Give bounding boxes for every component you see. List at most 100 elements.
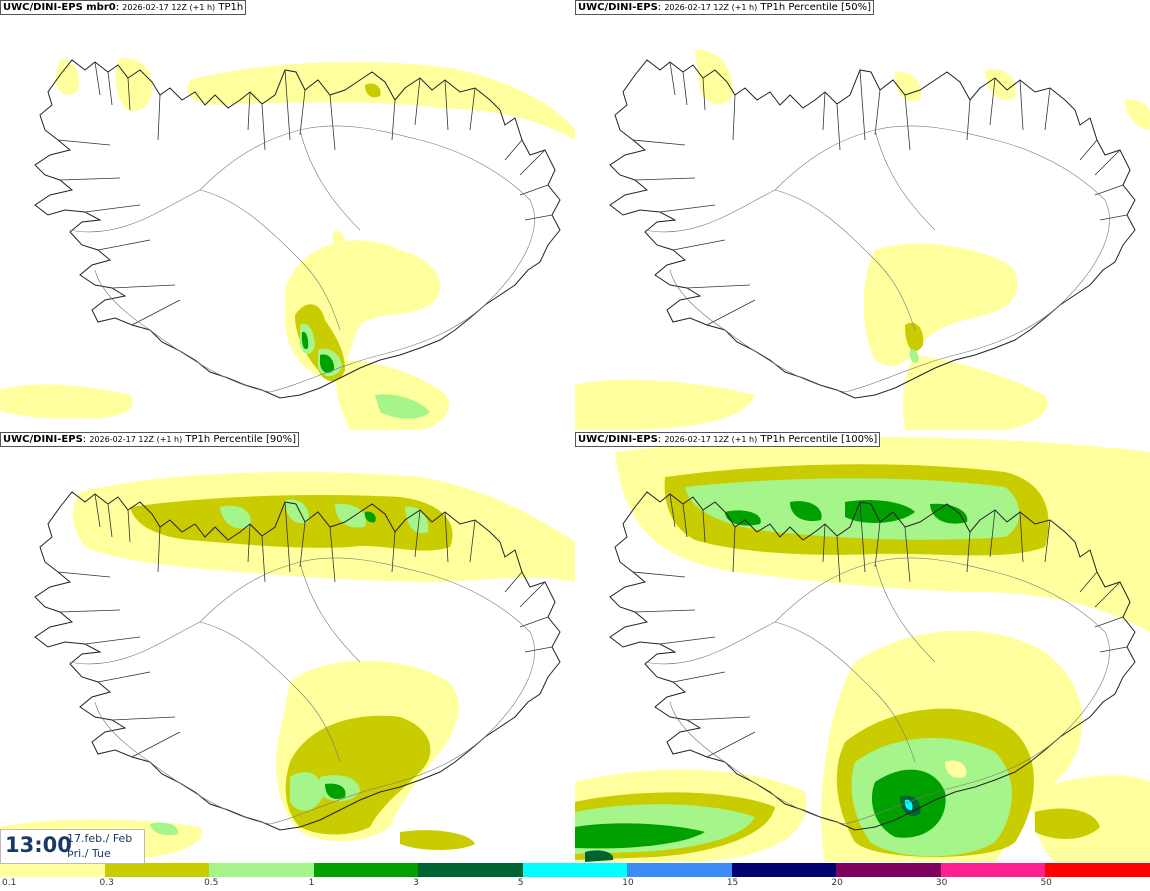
precip-area bbox=[575, 379, 755, 430]
legend-swatch bbox=[731, 863, 838, 877]
fjord-line bbox=[391, 509, 476, 573]
precip-area bbox=[904, 799, 913, 811]
legend-tick-label: 15 bbox=[726, 878, 739, 888]
fjord-line bbox=[247, 69, 336, 151]
legend-tick-label: 0.1 bbox=[2, 878, 17, 888]
fjord-line bbox=[669, 61, 736, 141]
precip-area bbox=[0, 384, 133, 419]
road-lines bbox=[69, 557, 535, 825]
panel-title: UWC/DINI-EPS: 2026-02-17 12Z (+1 h) TP1h… bbox=[575, 0, 874, 15]
legend-swatch bbox=[418, 863, 524, 877]
coastline bbox=[34, 59, 561, 399]
fjord-line bbox=[966, 77, 1051, 141]
coastline bbox=[34, 491, 561, 831]
legend-tick-label: 30 bbox=[935, 878, 948, 888]
legend-swatch bbox=[627, 863, 733, 877]
precip-area bbox=[375, 394, 430, 419]
valid-date-line2: Þri./ Tue bbox=[67, 847, 111, 860]
legend-tick-label: 20 bbox=[831, 878, 843, 888]
precip-area bbox=[320, 354, 335, 373]
fjord-line bbox=[94, 61, 161, 141]
precip-area bbox=[115, 57, 153, 111]
legend-swatch bbox=[522, 863, 629, 877]
fjord-line bbox=[57, 139, 151, 251]
precip-area bbox=[325, 783, 346, 800]
fjord-line bbox=[94, 493, 161, 573]
legend-swatch bbox=[0, 863, 106, 877]
fjord-line bbox=[111, 716, 181, 758]
precip-area bbox=[903, 355, 1048, 430]
fjord-line bbox=[111, 284, 181, 326]
fjord-line bbox=[669, 493, 736, 573]
precip-area bbox=[905, 322, 924, 352]
precip-area bbox=[790, 501, 822, 522]
map-panel-mbr0: UWC/DINI-EPS mbr0: 2026-02-17 12Z (+1 h)… bbox=[0, 0, 575, 430]
legend-tick-label: 3 bbox=[413, 878, 419, 888]
fjord-line bbox=[822, 69, 911, 151]
precip-area bbox=[1035, 808, 1100, 839]
fjord-line bbox=[1079, 571, 1128, 653]
precip-area bbox=[909, 349, 919, 363]
panel-title: UWC/DINI-EPS mbr0: 2026-02-17 12Z (+1 h)… bbox=[0, 0, 247, 15]
coastline bbox=[609, 59, 1136, 399]
precip-area bbox=[895, 71, 922, 102]
fjord-line bbox=[391, 77, 476, 141]
precip-area bbox=[863, 243, 1018, 367]
map-panel-percentile-90: UWC/DINI-EPS: 2026-02-17 12Z (+1 h) TP1h… bbox=[0, 432, 575, 862]
fjord-line bbox=[1079, 139, 1128, 221]
precip-area bbox=[575, 823, 705, 849]
coastline bbox=[609, 491, 1136, 831]
fjord-line bbox=[822, 501, 911, 583]
road-lines bbox=[644, 557, 1110, 825]
precip-area bbox=[220, 505, 251, 529]
precip-area bbox=[290, 772, 325, 811]
valid-time: 13:00 bbox=[5, 833, 72, 857]
precip-area bbox=[335, 503, 366, 528]
precipitation-map bbox=[0, 57, 575, 430]
precip-area bbox=[945, 760, 967, 778]
fjord-line bbox=[686, 716, 756, 758]
fjord-line bbox=[686, 284, 756, 326]
legend-tick-label: 1 bbox=[308, 878, 315, 888]
legend-tick-label: 5 bbox=[517, 878, 524, 888]
legend-swatch bbox=[940, 863, 1047, 877]
valid-date-line1: 17.feb./ Feb bbox=[67, 832, 133, 845]
legend-swatch bbox=[1045, 863, 1150, 877]
precip-area bbox=[364, 511, 376, 523]
panel-title: UWC/DINI-EPS: 2026-02-17 12Z (+1 h) TP1h… bbox=[0, 432, 299, 447]
fjord-line bbox=[632, 571, 726, 683]
precip-area bbox=[1125, 99, 1150, 130]
legend-tick-label: 0.3 bbox=[99, 878, 114, 888]
precipitation-map bbox=[0, 472, 575, 860]
precipitation-map bbox=[575, 437, 1150, 862]
precip-area bbox=[405, 506, 429, 534]
map-panel-percentile-50: UWC/DINI-EPS: 2026-02-17 12Z (+1 h) TP1h… bbox=[575, 0, 1150, 430]
map-panel-percentile-100: UWC/DINI-EPS: 2026-02-17 12Z (+1 h) TP1h… bbox=[575, 432, 1150, 862]
legend-swatch bbox=[313, 863, 420, 877]
road-lines bbox=[644, 125, 1110, 393]
legend-tick-label: 0.5 bbox=[204, 878, 219, 888]
precip-area bbox=[365, 83, 381, 98]
precip-area bbox=[725, 510, 761, 526]
fjord-line bbox=[247, 501, 336, 583]
precip-area bbox=[400, 830, 475, 850]
precip-area bbox=[150, 822, 179, 836]
road-lines bbox=[69, 125, 535, 393]
precip-area bbox=[985, 69, 1016, 101]
precip-area bbox=[585, 850, 614, 862]
legend-tick-label: 10 bbox=[622, 878, 634, 888]
precip-area bbox=[332, 230, 346, 252]
precip-area bbox=[285, 715, 431, 835]
precip-area bbox=[55, 59, 80, 96]
fjord-line bbox=[504, 571, 553, 653]
legend-swatch bbox=[104, 863, 211, 877]
legend-swatch bbox=[209, 863, 315, 877]
fjord-line bbox=[57, 571, 151, 683]
legend-swatch bbox=[836, 863, 942, 877]
precip-area bbox=[130, 495, 453, 551]
fjord-line bbox=[504, 139, 553, 221]
panel-title: UWC/DINI-EPS: 2026-02-17 12Z (+1 h) TP1h… bbox=[575, 432, 881, 447]
fjord-line bbox=[966, 509, 1051, 573]
legend-tick-label: 50 bbox=[1040, 878, 1052, 888]
valid-time-box: 13:00 17.feb./ Feb Þri./ Tue bbox=[0, 829, 145, 864]
